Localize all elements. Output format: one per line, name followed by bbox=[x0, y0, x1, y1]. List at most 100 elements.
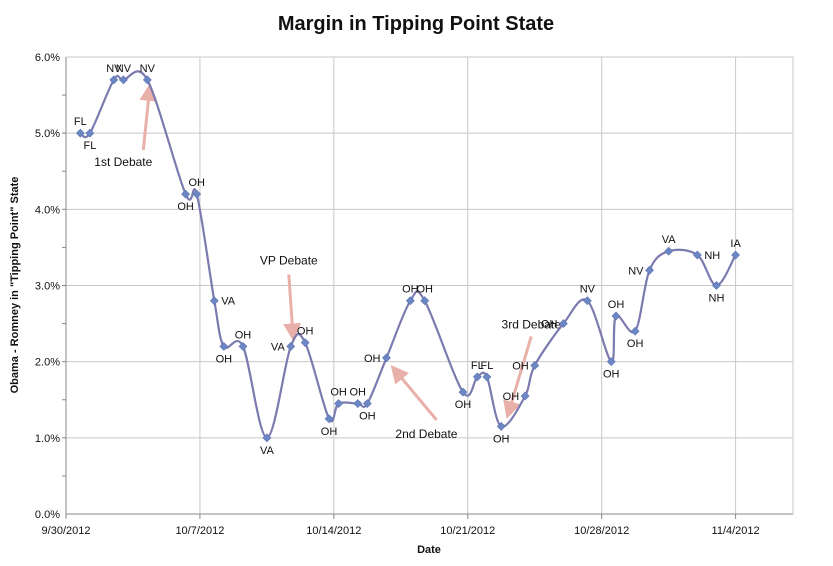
point-label: FL bbox=[83, 140, 96, 152]
point-label: NV bbox=[140, 63, 156, 75]
point-label: OH bbox=[177, 201, 194, 213]
point-label: OH bbox=[364, 353, 381, 365]
data-point-marker bbox=[630, 326, 640, 336]
point-label: VA bbox=[260, 445, 275, 457]
x-axis-title: Date bbox=[417, 544, 441, 556]
data-point-marker bbox=[118, 75, 128, 85]
point-label: OH bbox=[493, 433, 510, 445]
point-label: IA bbox=[730, 238, 741, 250]
annotation-arrow bbox=[283, 274, 302, 342]
data-point-marker bbox=[645, 265, 654, 275]
data-point-marker bbox=[420, 296, 430, 306]
point-label: OH bbox=[416, 284, 433, 296]
y-tick-label: 2.0% bbox=[35, 357, 60, 369]
point-label: OH bbox=[350, 387, 367, 399]
data-point-marker bbox=[664, 246, 674, 256]
data-point-marker bbox=[496, 421, 506, 431]
point-label: NV bbox=[580, 284, 596, 296]
x-tick-label: 10/21/2012 bbox=[440, 525, 495, 537]
data-point-marker bbox=[324, 414, 334, 424]
series-margin bbox=[79, 70, 737, 439]
data-point-marker bbox=[142, 75, 152, 85]
y-tick-label: 4.0% bbox=[35, 204, 60, 216]
data-point-marker bbox=[85, 128, 95, 138]
data-point-marker bbox=[382, 353, 391, 363]
data-point-marker bbox=[334, 399, 344, 408]
point-label: OH bbox=[188, 177, 205, 189]
data-markers bbox=[75, 75, 741, 443]
x-tick-label: 10/28/2012 bbox=[574, 525, 629, 537]
point-label: FL bbox=[480, 360, 493, 372]
y-tick-label: 0.0% bbox=[35, 509, 60, 521]
point-label: VA bbox=[221, 296, 236, 308]
point-label: FL bbox=[471, 360, 484, 372]
point-label: NV bbox=[106, 63, 122, 75]
annotation-arrow bbox=[139, 82, 158, 151]
data-point-marker bbox=[209, 296, 219, 306]
data-point-marker bbox=[606, 357, 616, 367]
data-point-marker bbox=[192, 189, 202, 199]
y-tick-label: 1.0% bbox=[35, 433, 60, 445]
data-point-marker bbox=[262, 433, 272, 443]
y-axis-tick-labels: 0.0% 1.0% 2.0% 3.0% 4.0% 5.0% 6.0% bbox=[35, 52, 60, 521]
x-tick-label: 9/30/2012 bbox=[42, 525, 91, 537]
point-label: OH bbox=[627, 338, 644, 350]
annotation-label: 3rd Debate bbox=[502, 317, 562, 331]
point-label: OH bbox=[503, 391, 520, 403]
data-point-marker bbox=[286, 342, 296, 351]
annotation-arrow bbox=[503, 335, 533, 420]
annotation-label: 1st Debate bbox=[94, 155, 152, 169]
point-label: NH bbox=[704, 250, 720, 262]
data-point-marker bbox=[582, 296, 592, 306]
data-point-marker bbox=[482, 372, 492, 382]
y-tick-label: 6.0% bbox=[35, 52, 60, 64]
data-point-marker bbox=[472, 372, 482, 382]
point-label: NV bbox=[116, 63, 132, 75]
data-point-marker bbox=[300, 338, 310, 348]
annotation-label: VP Debate bbox=[260, 253, 318, 267]
y-tick-label: 3.0% bbox=[35, 281, 60, 293]
point-label: OH bbox=[216, 353, 233, 365]
data-point-marker bbox=[558, 319, 568, 329]
data-point-marker bbox=[181, 189, 190, 199]
point-label: FL bbox=[74, 116, 87, 128]
point-label: OH bbox=[541, 319, 558, 331]
x-tick-label: 10/14/2012 bbox=[306, 525, 361, 537]
point-label: NV bbox=[628, 265, 644, 277]
data-point-marker bbox=[731, 250, 741, 260]
point-label: OH bbox=[512, 360, 529, 372]
debate-annotations: 1st Debate VP Debate 2nd Debate 3rd Debate bbox=[94, 82, 562, 441]
annotation-arrow bbox=[390, 364, 438, 421]
data-point-marker bbox=[219, 342, 229, 351]
data-point-marker bbox=[611, 311, 621, 321]
y-tick-label: 5.0% bbox=[35, 128, 60, 140]
data-point-marker bbox=[520, 391, 530, 401]
data-point-marker bbox=[353, 399, 363, 408]
annotation-label: 2nd Debate bbox=[395, 427, 457, 441]
point-label: OH bbox=[359, 411, 376, 423]
x-tick-label: 11/4/2012 bbox=[712, 525, 760, 537]
point-label: OH bbox=[297, 326, 314, 338]
point-label: OH bbox=[235, 329, 252, 341]
point-label: OH bbox=[402, 284, 419, 296]
data-point-marker bbox=[109, 75, 119, 85]
point-label: OH bbox=[603, 369, 620, 381]
point-label: OH bbox=[330, 387, 347, 399]
series-line bbox=[79, 70, 737, 439]
data-point-marker bbox=[712, 281, 721, 290]
data-point-marker bbox=[458, 387, 468, 397]
data-point-marker bbox=[405, 296, 415, 306]
point-label: OH bbox=[455, 399, 472, 411]
data-point-marker bbox=[692, 250, 702, 260]
x-axis-tick-labels: 9/30/2012 10/7/2012 10/14/2012 10/21/2012 10… bbox=[42, 525, 760, 537]
point-label: OH bbox=[608, 299, 625, 311]
point-label: VA bbox=[662, 234, 677, 246]
data-point-marker bbox=[530, 361, 540, 370]
point-label: VA bbox=[271, 341, 286, 353]
y-axis-title: Obama - Romney in "Tipping Point" State bbox=[9, 177, 21, 394]
point-label: OH bbox=[321, 426, 338, 438]
x-tick-label: 10/7/2012 bbox=[175, 525, 224, 537]
